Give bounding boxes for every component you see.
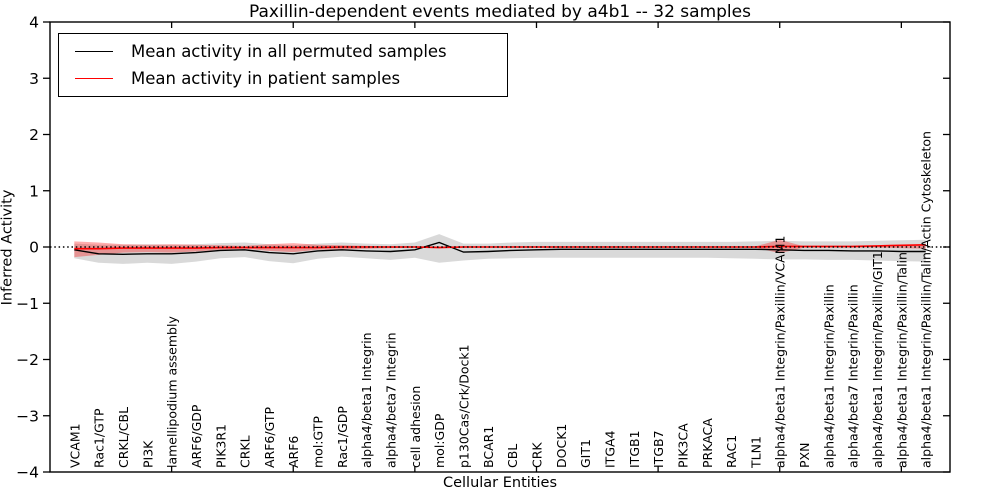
y-tick-label: 4 [29,14,39,32]
x-category-label: Rac1/GTP [92,408,107,468]
y-tick-label: 1 [29,182,39,200]
x-category-label: lamellipodium assembly [165,316,180,468]
y-axis-label: Inferred Activity [0,189,16,306]
x-category-label: GIT1 [578,439,593,468]
x-axis-label: Cellular Entities [442,475,558,491]
x-category-label: ITGB1 [627,430,642,468]
x-category-label: alpha4/beta1 Integrin [359,332,374,468]
legend-label: Mean activity in all permuted samples [131,42,447,61]
x-category-label: alpha4/beta1 Integrin/Paxillin [821,284,836,468]
y-tick-label: −4 [16,464,39,482]
x-category-label: TLN1 [748,436,763,469]
x-category-label: Rac1/GDP [335,406,350,468]
x-category-label: alpha4/beta1 Integrin/Paxillin/Talin [894,252,909,468]
permuted-std-band [74,234,926,264]
x-category-label: ARF6/GTP [262,407,277,468]
x-category-label: CRK [529,442,544,468]
x-category-label: PI3K [140,440,155,468]
x-category-label: alpha4/beta1 Integrin/Paxillin/VCAM1 [773,236,788,468]
x-category-label: cell adhesion [408,386,423,468]
y-tick-label: −3 [16,407,39,425]
y-tick-label: 3 [29,70,39,88]
x-category-label: p130Cas/Crk/Dock1 [457,344,472,468]
x-category-label: alpha4/beta1 Integrin/Paxillin/GIT1 [870,251,885,468]
x-category-label: BCAR1 [481,426,496,468]
x-category-label: PIK3R1 [213,424,228,468]
y-tick-label: 0 [29,239,39,257]
x-category-label: ARF6 [286,436,301,468]
x-category-label: PIK3CA [675,423,690,468]
x-category-label: VCAM1 [67,423,82,468]
legend-item-permuted: Mean activity in all permuted samples [59,39,507,65]
y-tick-label: 2 [29,126,39,144]
x-category-label: mol:GTP [311,416,326,468]
permuted-mean-line [74,241,926,256]
y-tick-label: −1 [16,295,39,313]
x-category-label: ARF6/GDP [189,404,204,468]
legend-label: Mean activity in patient samples [131,69,401,88]
x-category-label: mol:GDP [432,413,447,468]
permuted-line-swatch [75,51,113,52]
x-category-label: alpha4/beta1 Integrin/Paxillin/Talin/Act… [919,131,934,468]
chart-title: Paxillin-dependent events mediated by a4… [249,2,751,22]
x-category-label: ITGB7 [651,430,666,468]
patient-std-band [74,239,926,258]
x-category-label: CRKL/CBL [116,407,131,468]
x-category-label: PXN [797,443,812,468]
x-category-label: alpha4/beta7 Integrin/Paxillin [846,284,861,468]
patient-mean-line [74,244,926,250]
x-category-label: PRKACA [700,418,715,468]
x-category-label: alpha4/beta7 Integrin [384,332,399,468]
legend: Mean activity in all permuted samples Me… [58,33,508,97]
x-category-label: CBL [505,444,520,468]
x-category-label: RAC1 [724,435,739,468]
y-tick-label: −2 [16,351,39,369]
patient-line-swatch [75,78,113,79]
x-category-label: ITGA4 [602,430,617,468]
x-category-label: CRKL [238,435,253,468]
x-category-label: DOCK1 [554,424,569,468]
legend-item-patient: Mean activity in patient samples [59,66,507,92]
